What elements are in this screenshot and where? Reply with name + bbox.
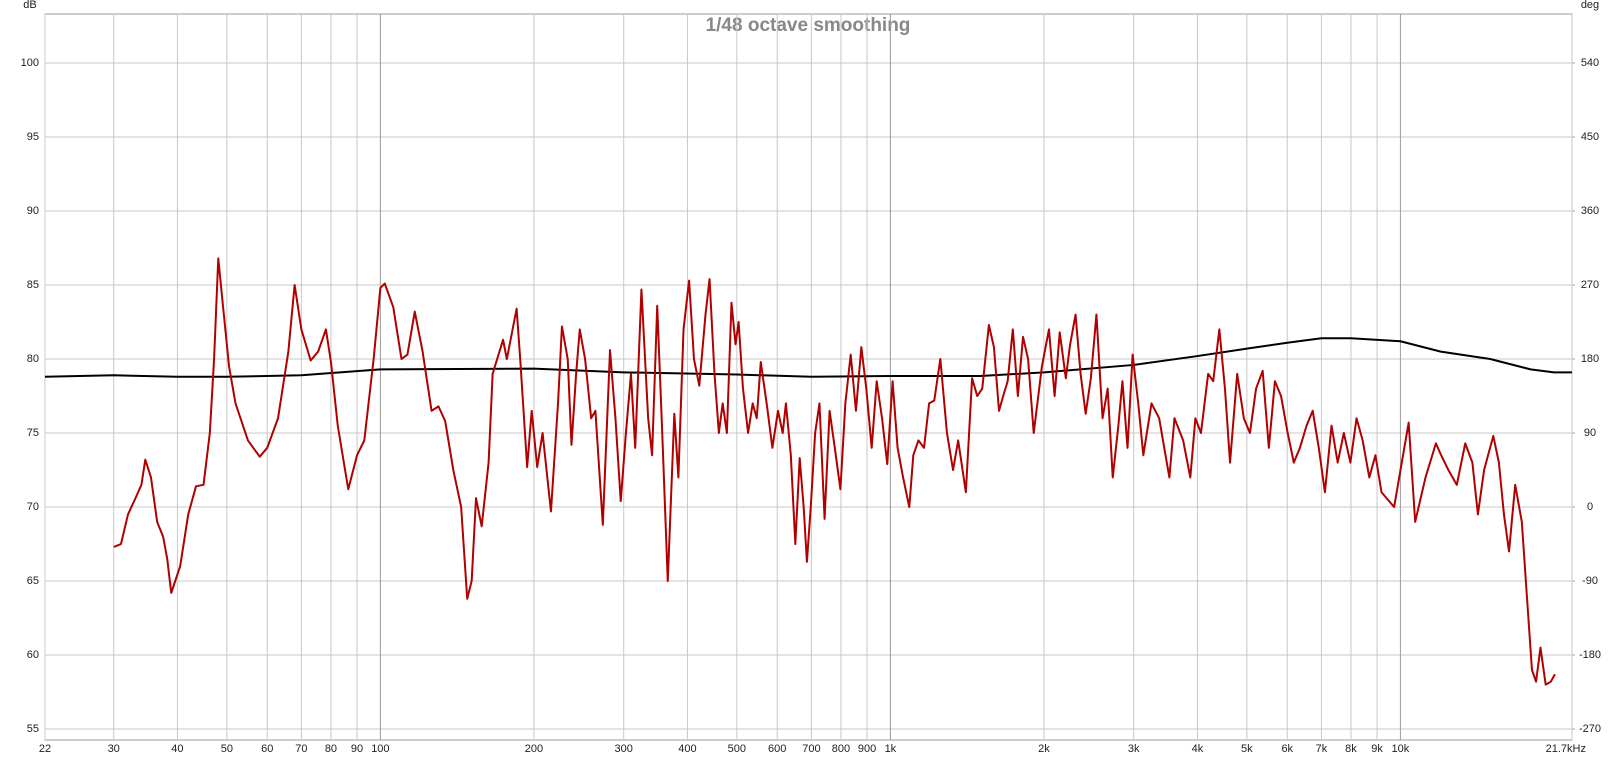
x-tick-label: 300 <box>615 743 633 755</box>
x-tick-label: 600 <box>768 743 786 755</box>
x-tick-label: 70 <box>295 743 307 755</box>
y2-tick-label: 360 <box>1581 205 1599 217</box>
y-tick-label: 100 <box>21 57 39 69</box>
series-line <box>113 257 1556 686</box>
y2-tick-label: -90 <box>1582 575 1598 587</box>
y2-tick-label: -180 <box>1579 649 1601 661</box>
x-tick-label: 21.7kHz <box>1546 743 1586 755</box>
x-tick-label: 80 <box>325 743 337 755</box>
y2-tick-label: 270 <box>1581 279 1599 291</box>
x-tick-label: 60 <box>261 743 273 755</box>
chart-title: 1/48 octave smoothing <box>706 15 911 36</box>
series-line <box>44 337 1572 378</box>
y2-tick-label: 0 <box>1587 501 1593 513</box>
x-tick-label: 10k <box>1392 743 1410 755</box>
y2-tick-label: 90 <box>1584 427 1596 439</box>
x-tick-label: 700 <box>802 743 820 755</box>
y2-axis-label: deg <box>1581 0 1599 11</box>
y-tick-label: 95 <box>27 131 39 143</box>
x-tick-label: 6k <box>1281 743 1293 755</box>
x-tick-label: 3k <box>1128 743 1140 755</box>
x-tick-label: 500 <box>728 743 746 755</box>
x-tick-label: 7k <box>1316 743 1328 755</box>
x-tick-label: 400 <box>678 743 696 755</box>
y-axis-label: dB <box>23 0 36 11</box>
y2-tick-label: 180 <box>1581 353 1599 365</box>
x-tick-label: 40 <box>171 743 183 755</box>
y-tick-label: 80 <box>27 353 39 365</box>
x-tick-label: 8k <box>1345 743 1357 755</box>
y2-tick-label: -270 <box>1579 723 1601 735</box>
y2-tick-label: 540 <box>1581 57 1599 69</box>
x-tick-label: 9k <box>1371 743 1383 755</box>
x-tick-label: 800 <box>832 743 850 755</box>
x-tick-label: 50 <box>221 743 233 755</box>
y-tick-label: 70 <box>27 501 39 513</box>
x-tick-label: 100 <box>371 743 389 755</box>
x-tick-label: 5k <box>1241 743 1253 755</box>
y-tick-label: 60 <box>27 649 39 661</box>
y-tick-label: 55 <box>27 723 39 735</box>
x-tick-label: 2k <box>1038 743 1050 755</box>
x-tick-label: 200 <box>525 743 543 755</box>
y-tick-label: 85 <box>27 279 39 291</box>
x-tick-label: 22 <box>39 743 51 755</box>
x-tick-label: 4k <box>1192 743 1204 755</box>
y2-tick-label: 450 <box>1581 131 1599 143</box>
x-tick-label: 900 <box>858 743 876 755</box>
y-tick-label: 90 <box>27 205 39 217</box>
x-tick-label: 30 <box>108 743 120 755</box>
y-tick-label: 65 <box>27 575 39 587</box>
x-tick-label: 90 <box>351 743 363 755</box>
y-tick-label: 75 <box>27 427 39 439</box>
x-tick-label: 1k <box>885 743 897 755</box>
